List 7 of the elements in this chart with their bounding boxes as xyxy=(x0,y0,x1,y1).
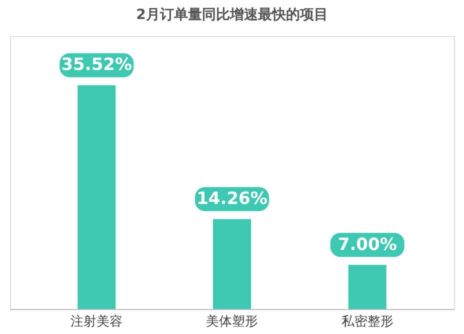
x-tick-label: 美体塑形 xyxy=(206,314,258,330)
x-tick-label: 私密整形 xyxy=(341,314,394,330)
x-tick-label: 注射美容 xyxy=(70,314,123,330)
data-label: 14.26% xyxy=(196,189,268,210)
data-label: 35.52% xyxy=(61,55,132,76)
chart-title: 2月订单量同比增速最快的项目 xyxy=(136,7,328,23)
data-label: 7.00% xyxy=(338,234,397,255)
